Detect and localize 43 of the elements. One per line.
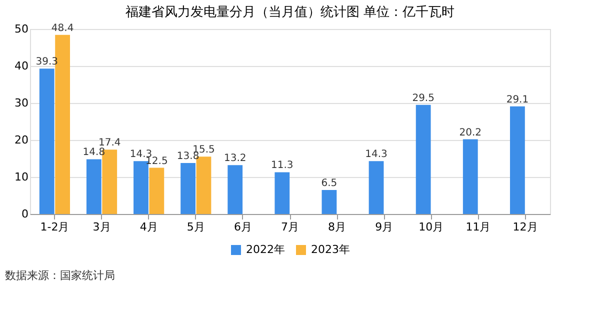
- x-tick-label: 10月: [418, 220, 444, 234]
- bar: [274, 172, 290, 214]
- x-tick-label: 8月: [328, 220, 346, 234]
- bar: [180, 162, 196, 214]
- data-label: 12.5: [146, 156, 168, 167]
- bar: [510, 106, 525, 214]
- chart-title: 福建省风力发电量分月（当月值）统计图 单位：亿千瓦时: [125, 4, 455, 20]
- x-tick-label: 11月: [466, 220, 491, 234]
- bar: [134, 161, 148, 214]
- x-tick-label: 7月: [281, 220, 299, 234]
- bar: [149, 168, 164, 214]
- bar: [322, 190, 337, 214]
- y-tick-label: 50: [14, 22, 28, 36]
- data-label: 17.4: [98, 138, 121, 149]
- data-label: 29.1: [506, 94, 529, 106]
- bar: [462, 139, 478, 214]
- y-tick-label: 20: [14, 134, 28, 146]
- x-tick-label: 5月: [186, 220, 205, 234]
- data-label: 13.2: [224, 153, 246, 164]
- data-label: 20.2: [459, 127, 482, 138]
- x-tick-label: 9月: [375, 220, 394, 234]
- y-tick-label: 10: [14, 170, 28, 184]
- data-label: 14.3: [365, 149, 388, 160]
- x-tick-label: 12月: [512, 220, 538, 234]
- legend-label: 2022年: [246, 243, 285, 256]
- bar: [368, 161, 384, 214]
- y-tick-label: 40: [14, 60, 28, 72]
- x-tick-label: 1-2月: [40, 220, 70, 234]
- bar: [416, 104, 431, 214]
- data-label: 48.4: [51, 22, 74, 34]
- y-tick-label: 0: [22, 208, 28, 220]
- source-note: 数据来源：国家统计局: [5, 269, 115, 282]
- bar: [86, 159, 102, 214]
- bar: [228, 165, 243, 214]
- data-label: 29.5: [412, 92, 434, 104]
- x-tick-label: 6月: [234, 220, 252, 234]
- bar: [39, 68, 54, 214]
- x-tick-label: 4月: [140, 220, 158, 234]
- legend-label: 2023年: [311, 243, 350, 256]
- data-label: 11.3: [271, 160, 294, 172]
- y-tick-label: 30: [14, 96, 28, 110]
- data-label: 6.5: [321, 178, 338, 189]
- x-tick-label: 3月: [92, 220, 111, 234]
